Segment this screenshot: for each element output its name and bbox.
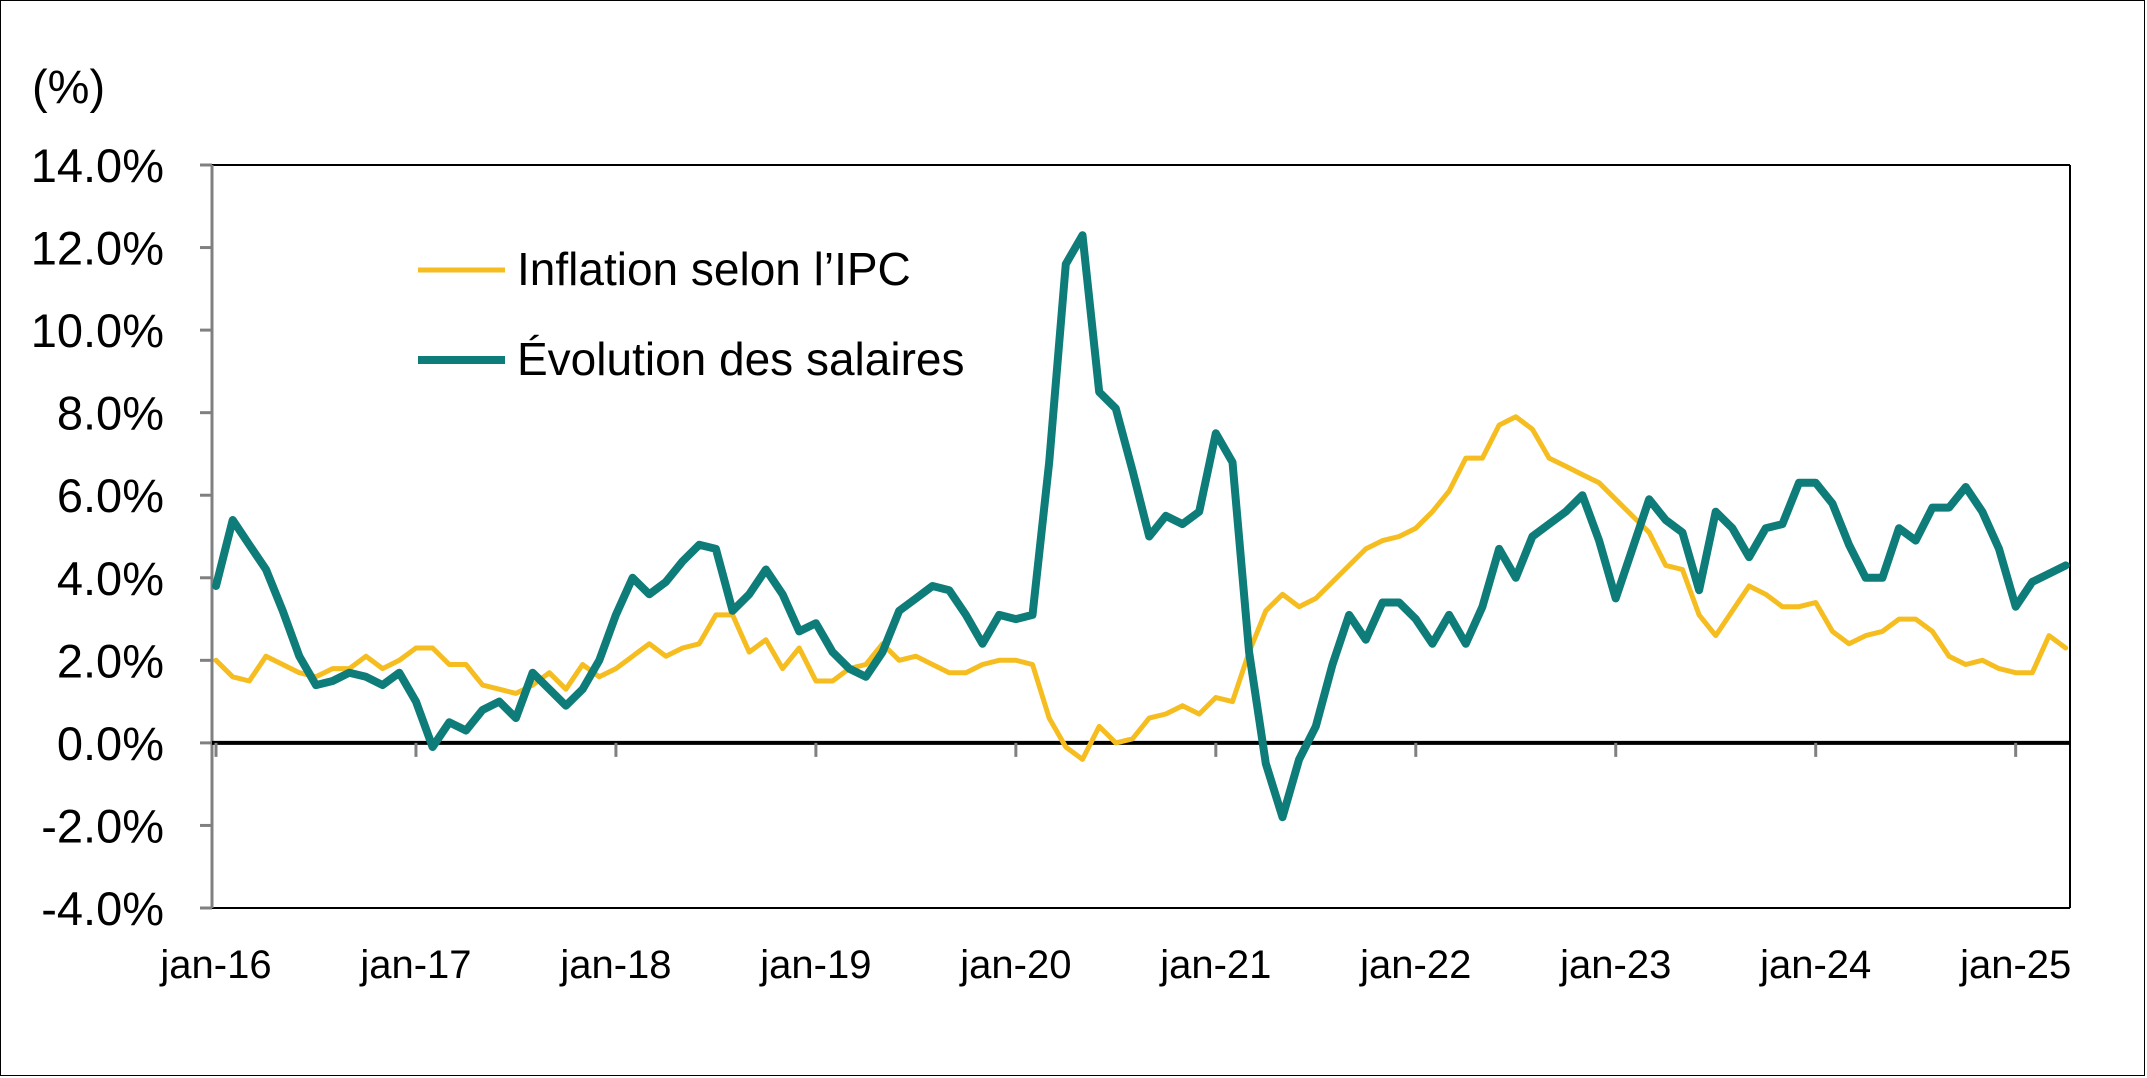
x-tick-label: jan-16: [159, 943, 271, 987]
x-tick-label: jan-24: [1759, 943, 1871, 987]
y-axis: -4.0% -2.0% 0.0% 2.0% 4.0% 6.0% 8.0% 10.0% 12.0%…: [31, 139, 2071, 935]
y-tick-label: 10.0%: [31, 304, 164, 357]
y-tick-label: -2.0%: [41, 799, 164, 852]
x-tick-label: jan-18: [559, 943, 671, 987]
x-tick-label: jan-21: [1159, 943, 1271, 987]
series-lines: [212, 231, 2070, 822]
legend: Inflation selon l’IPC Évolution des sala…: [418, 243, 964, 385]
x-tick-label: jan-17: [359, 943, 471, 987]
y-unit-label: (%): [32, 60, 105, 113]
y-tick-label: -4.0%: [41, 882, 164, 935]
x-tick-label: jan-20: [959, 943, 1071, 987]
y-tick-label: 6.0%: [57, 469, 164, 522]
x-tick-label: jan-23: [1559, 943, 1671, 987]
x-tick-label: jan-22: [1359, 943, 1471, 987]
y-tick-label: 12.0%: [31, 222, 164, 275]
y-tick-label: 2.0%: [57, 634, 164, 687]
y-tick-label: 8.0%: [57, 387, 164, 440]
legend-label-salaires: Évolution des salaires: [517, 333, 964, 385]
y-tick-label: 14.0%: [31, 139, 164, 192]
salaires-line: [212, 231, 2070, 822]
x-axis: jan-16 jan-17 jan-18 jan-19 jan-20 jan-21 jan-…: [159, 740, 2071, 987]
x-tick-label: jan-25: [1959, 943, 2071, 987]
y-tick-label: 0.0%: [57, 717, 164, 770]
legend-label-inflation: Inflation selon l’IPC: [517, 243, 911, 295]
x-tick-label: jan-19: [759, 943, 871, 987]
y-tick-label: 4.0%: [57, 552, 164, 605]
